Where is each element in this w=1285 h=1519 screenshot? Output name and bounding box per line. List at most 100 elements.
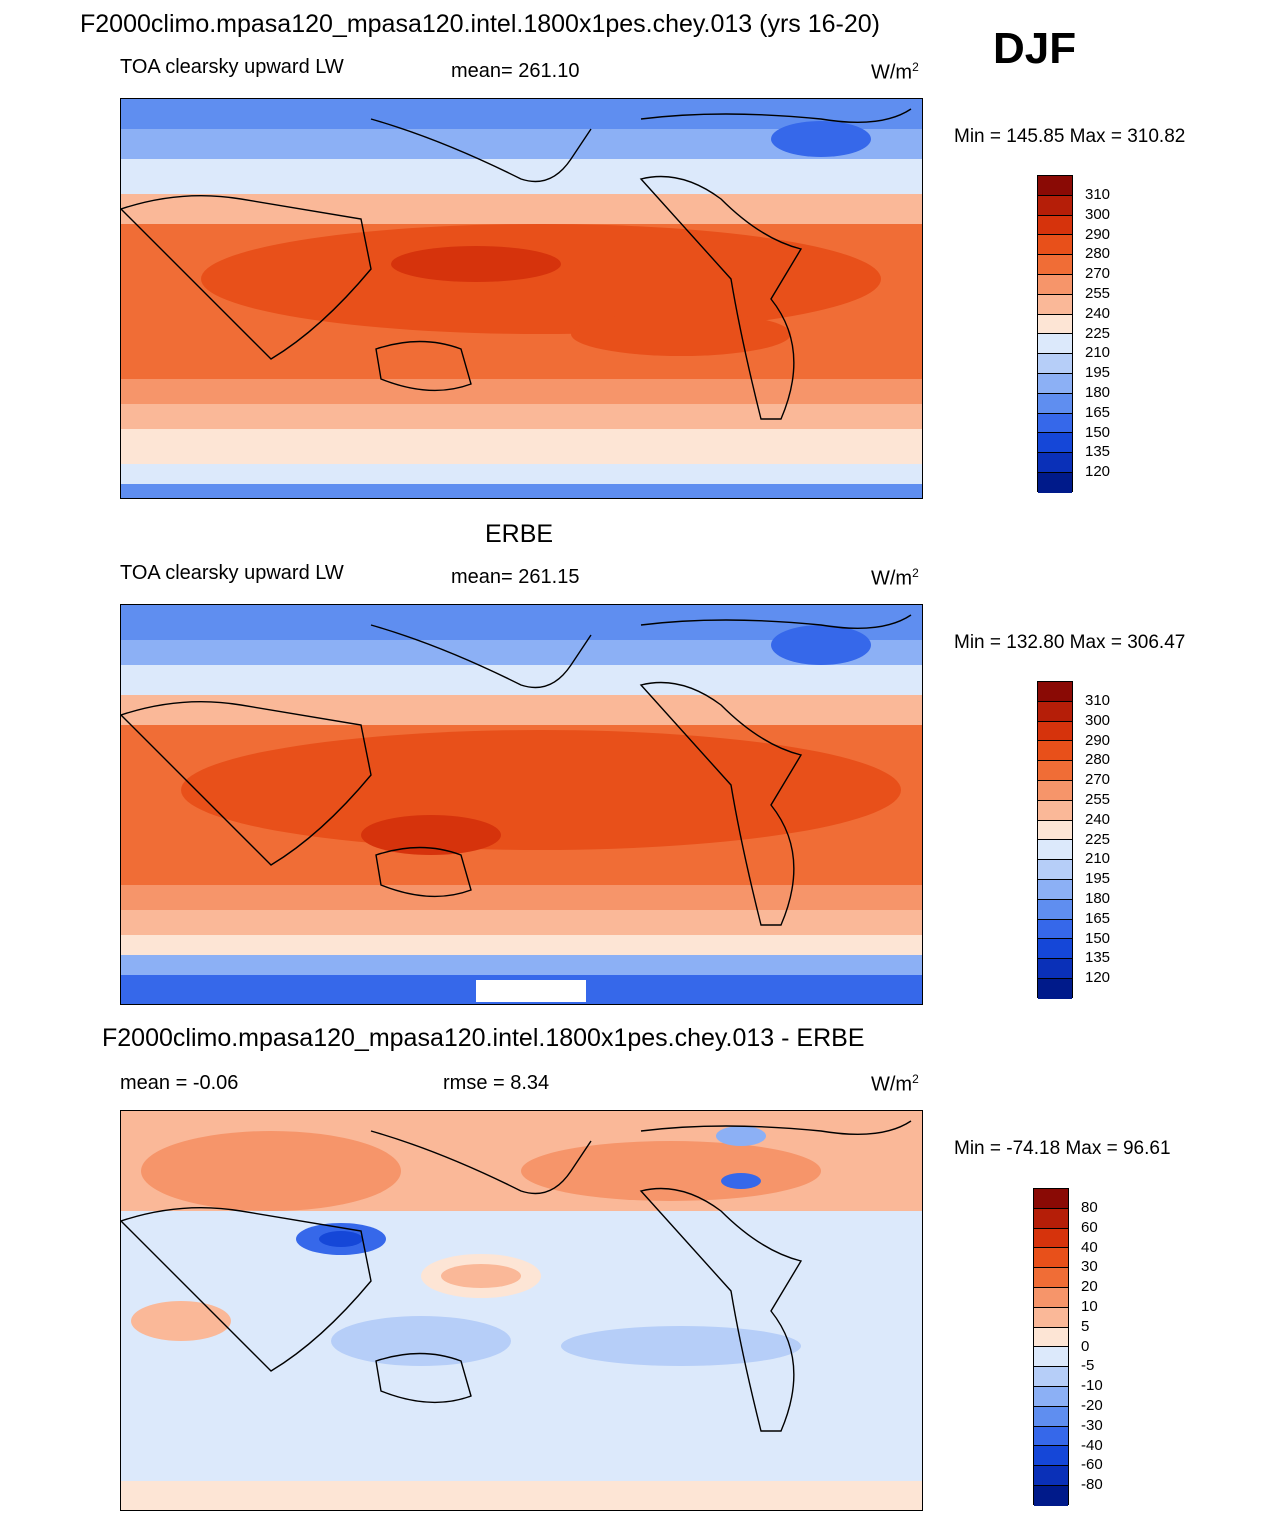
colorbar-label: 290 <box>1085 225 1111 243</box>
colorbar-label: 225 <box>1085 324 1111 342</box>
colorbar-segment <box>1038 840 1072 861</box>
colorbar-label: 180 <box>1085 384 1111 401</box>
colorbar-segment <box>1038 899 1072 920</box>
colorbar-label: 180 <box>1085 890 1111 907</box>
colorbar-segment <box>1038 761 1072 781</box>
panel-obs-title: ERBE <box>485 520 554 548</box>
colorbar-label: 280 <box>1085 751 1111 769</box>
colorbar-label: 165 <box>1085 403 1111 421</box>
panel-diff-rmse: rmse = 8.34 <box>443 1072 550 1094</box>
panel-obs-variable: TOA clearsky upward LW <box>120 562 344 584</box>
colorbar-label: 280 <box>1085 245 1111 263</box>
colorbar-label: 270 <box>1085 265 1111 283</box>
colorbar-label: 210 <box>1085 344 1111 362</box>
panel-model-minmax: Min = 145.85 Max = 310.82 <box>954 126 1186 147</box>
colorbar-segment <box>1038 195 1072 216</box>
panel-diff-minmax: Min = -74.18 Max = 96.61 <box>954 1138 1171 1159</box>
panel-diff-units: W/m2 <box>871 1072 919 1096</box>
panel-diff-mean: mean = -0.06 <box>120 1072 239 1094</box>
colorbar-segment <box>1038 978 1072 999</box>
colorbar-segment <box>1034 1268 1068 1288</box>
colorbar-label: -5 <box>1081 1357 1095 1375</box>
colorbar-label: 40 <box>1081 1238 1098 1256</box>
colorbar-segment <box>1034 1208 1068 1229</box>
colorbar-label: 165 <box>1085 909 1111 927</box>
colorbar-label: 5 <box>1081 1317 1090 1335</box>
colorbar-label: 240 <box>1085 810 1111 828</box>
colorbar-segment <box>1038 413 1072 434</box>
panel-diff-title: F2000climo.mpasa120_mpasa120.intel.1800x… <box>102 1024 865 1052</box>
colorbar-segment <box>1034 1485 1068 1506</box>
colorbar-segment <box>1038 879 1072 900</box>
page-title: F2000climo.mpasa120_mpasa120.intel.1800x… <box>80 10 881 38</box>
colorbar-segment <box>1038 741 1072 762</box>
colorbar-segment <box>1038 919 1072 940</box>
colorbar-segment <box>1038 215 1072 236</box>
colorbar-segment <box>1034 1347 1068 1368</box>
panel-model-mean: mean= 261.10 <box>451 60 580 82</box>
colorbar-segment <box>1034 1307 1068 1328</box>
colorbar-segment <box>1038 701 1072 722</box>
panel-obs-units: W/m2 <box>871 566 919 590</box>
colorbar-segment <box>1038 294 1072 315</box>
panel-diff-map <box>120 1110 923 1511</box>
colorbar-segment <box>1038 721 1072 742</box>
colorbar-label: 255 <box>1085 791 1111 808</box>
season-label: DJF <box>993 24 1077 73</box>
colorbar-segment <box>1038 800 1072 821</box>
colorbar-segment <box>1038 959 1072 979</box>
colorbar-segment <box>1038 780 1072 801</box>
colorbar-segment <box>1034 1287 1068 1308</box>
colorbar-segment <box>1038 682 1072 702</box>
colorbar-segment <box>1038 314 1072 335</box>
colorbar-segment <box>1034 1466 1068 1486</box>
panel-obs-map <box>120 604 923 1005</box>
colorbar-segment <box>1034 1426 1068 1447</box>
colorbar-label: -20 <box>1081 1397 1103 1414</box>
panel-model-units: W/m2 <box>871 60 919 84</box>
colorbar-label: 120 <box>1085 969 1111 987</box>
colorbar-segment <box>1038 433 1072 454</box>
colorbar-label: 290 <box>1085 731 1111 749</box>
colorbar-label: 270 <box>1085 771 1111 789</box>
colorbar-label: 135 <box>1085 949 1111 967</box>
colorbar-label: 120 <box>1085 463 1111 481</box>
colorbar-label: 300 <box>1085 205 1111 223</box>
panel-model-variable: TOA clearsky upward LW <box>120 56 344 78</box>
panel-obs-mean: mean= 261.15 <box>451 566 580 588</box>
colorbar-segment <box>1038 939 1072 960</box>
colorbar-label: 310 <box>1085 186 1111 203</box>
colorbar-segment <box>1034 1406 1068 1427</box>
colorbar-label: 150 <box>1085 423 1111 441</box>
colorbar-label: 135 <box>1085 443 1111 461</box>
colorbar-label: 240 <box>1085 304 1111 322</box>
panel-diff-colorbar <box>1033 1188 1069 1506</box>
colorbar-label: -40 <box>1081 1436 1103 1454</box>
colorbar-label: 80 <box>1081 1199 1098 1216</box>
colorbar-label: 0 <box>1081 1337 1090 1355</box>
colorbar-label: 255 <box>1085 285 1111 302</box>
colorbar-label: 310 <box>1085 692 1111 709</box>
colorbar-label: 195 <box>1085 870 1111 888</box>
colorbar-label: 210 <box>1085 850 1111 868</box>
panel-model-map <box>120 98 923 499</box>
colorbar-segment <box>1034 1446 1068 1467</box>
colorbar-label: 225 <box>1085 830 1111 848</box>
colorbar-label: 20 <box>1081 1278 1098 1296</box>
colorbar-label: 300 <box>1085 711 1111 729</box>
colorbar-segment <box>1034 1189 1068 1209</box>
colorbar-segment <box>1034 1327 1068 1348</box>
panel-obs-colorbar <box>1037 681 1073 999</box>
colorbar-label: -80 <box>1081 1476 1103 1494</box>
colorbar-label: -60 <box>1081 1456 1103 1474</box>
colorbar-segment <box>1038 334 1072 355</box>
colorbar-label: -30 <box>1081 1416 1103 1434</box>
colorbar-segment <box>1038 820 1072 841</box>
colorbar-segment <box>1038 453 1072 473</box>
colorbar-segment <box>1038 472 1072 493</box>
colorbar-segment <box>1038 373 1072 394</box>
colorbar-label: -10 <box>1081 1377 1103 1395</box>
colorbar-segment <box>1034 1386 1068 1407</box>
colorbar-label: 10 <box>1081 1298 1098 1315</box>
colorbar-label: 195 <box>1085 364 1111 382</box>
